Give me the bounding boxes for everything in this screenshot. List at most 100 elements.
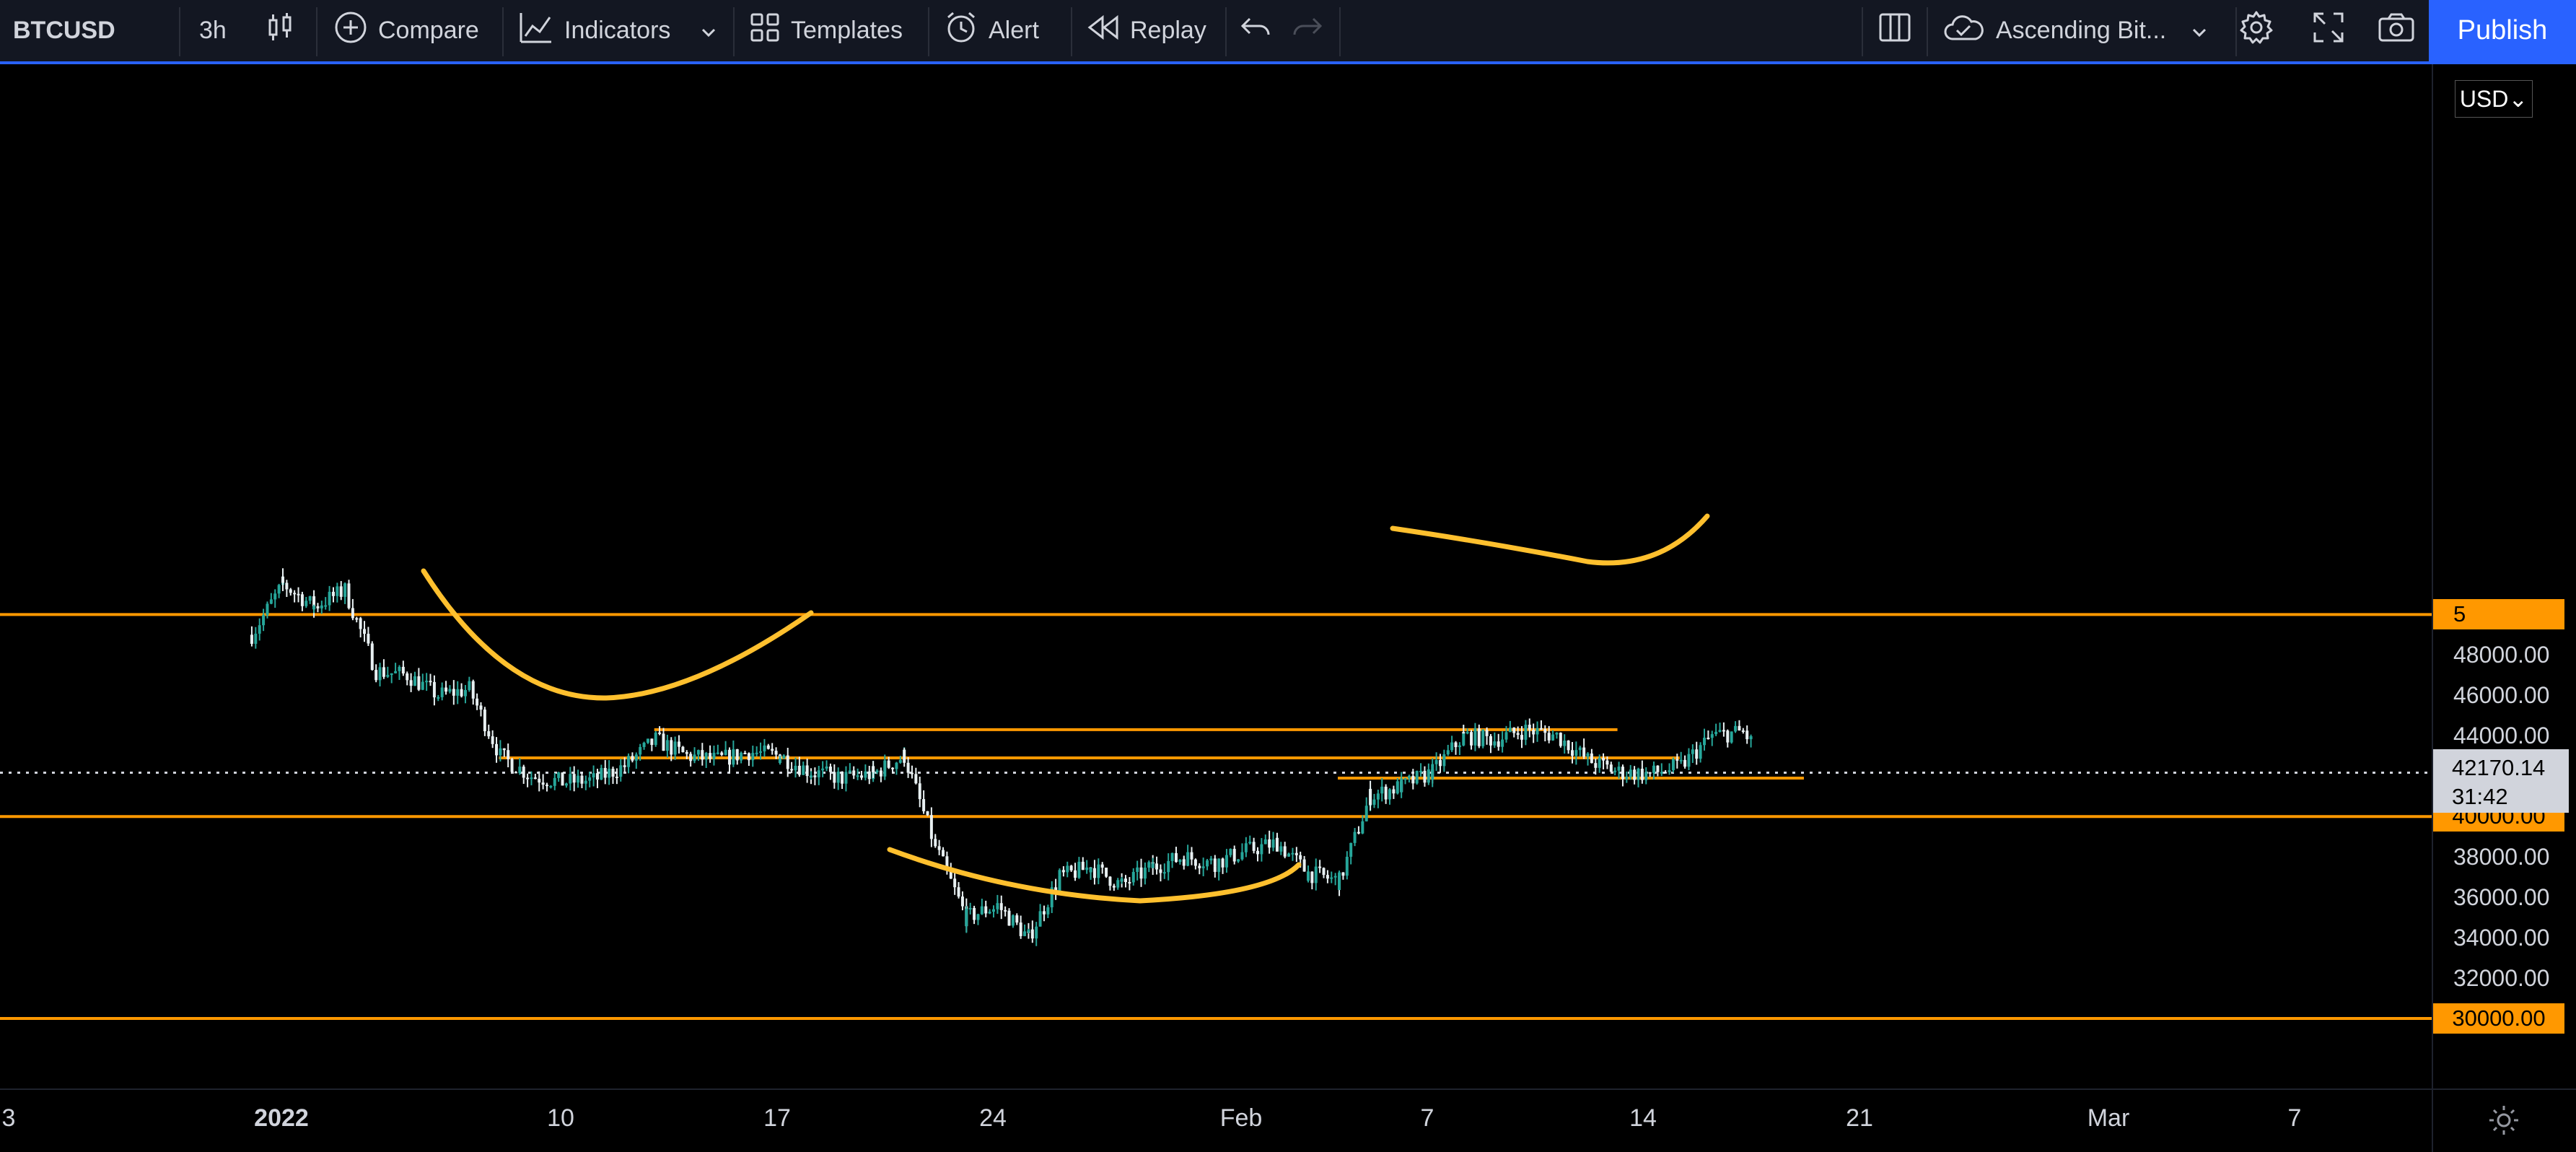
candle-body (1190, 852, 1193, 860)
candle-body (561, 772, 564, 786)
candle-body (1726, 730, 1730, 743)
candle-body (926, 811, 929, 816)
layout-dropdown[interactable] (2191, 0, 2208, 61)
candle-body (658, 732, 662, 734)
candle-body (1741, 730, 1745, 733)
candle-body (1322, 868, 1326, 876)
candle-body (735, 749, 739, 761)
publish-button[interactable]: Publish (2429, 0, 2576, 61)
redo-icon (1292, 14, 1323, 47)
indicators-dropdown[interactable] (700, 0, 717, 61)
candle-body (1206, 860, 1209, 867)
candle-body (1497, 741, 1500, 747)
time-tick-label: 24 (979, 1104, 1007, 1132)
candle-body (891, 767, 895, 769)
candle-body (1442, 754, 1446, 767)
candle-body (1260, 844, 1263, 855)
candle-body (681, 746, 685, 753)
toolbar-divider (733, 7, 735, 56)
candle-body (1058, 875, 1061, 891)
screenshot-button[interactable] (2377, 0, 2416, 61)
indicators-button[interactable]: Indicators (518, 0, 670, 61)
candle-body (1326, 875, 1329, 879)
candle-body (856, 775, 859, 777)
candle-body (1112, 886, 1116, 888)
redo-button[interactable] (1292, 0, 1323, 61)
axis-settings-button[interactable] (2488, 1104, 2520, 1136)
candle-body (914, 774, 918, 784)
currency-label: USD (2459, 85, 2509, 112)
candle-body (300, 594, 304, 606)
candle-body (1675, 759, 1679, 761)
candle-body (1314, 866, 1318, 883)
candle-body (1621, 767, 1624, 780)
candle-body (1232, 849, 1236, 862)
candle-body (1403, 778, 1407, 780)
symbol-search-button[interactable]: BTCUSD (13, 0, 115, 61)
candle-body (549, 785, 553, 787)
candle-body (1306, 871, 1310, 881)
chart-canvas[interactable] (0, 64, 2576, 1152)
candle-body (406, 673, 409, 681)
candle-body (538, 778, 541, 783)
candle-body (867, 771, 871, 780)
candle-body (440, 687, 444, 697)
candle-body (696, 750, 700, 755)
candle-body (794, 765, 797, 771)
candle-body (1574, 750, 1578, 756)
candle-body (413, 676, 417, 686)
candle-body (1054, 887, 1058, 891)
candle-body (277, 585, 281, 594)
undo-button[interactable] (1240, 0, 1271, 61)
fullscreen-icon (2312, 11, 2345, 51)
interval-button[interactable]: 3h (199, 0, 227, 61)
candle-body (727, 749, 731, 765)
candle-body (619, 765, 623, 777)
chart-type-button[interactable] (266, 0, 294, 61)
alert-button[interactable]: Alert (944, 0, 1039, 61)
save-layout-button[interactable]: Ascending Bit... (1942, 0, 2166, 61)
candle-body (1656, 765, 1660, 772)
candle-body (1081, 861, 1085, 870)
candle-body (254, 633, 258, 644)
candle-body (546, 785, 549, 787)
candle-body (359, 618, 362, 629)
candle-body (1473, 728, 1477, 746)
candle-body (1318, 866, 1322, 868)
candle-body (1085, 867, 1089, 870)
candle-body (1702, 738, 1706, 746)
candle-body (996, 903, 999, 906)
candle-body (786, 755, 789, 769)
chart-pane[interactable] (0, 64, 2576, 1152)
candle-body (1489, 736, 1492, 746)
candle-body (957, 887, 960, 897)
candle-body (1097, 864, 1100, 878)
candle-body (976, 914, 980, 920)
candle-body (1485, 730, 1489, 736)
candle-body (1493, 741, 1497, 746)
templates-button[interactable]: Templates (749, 0, 903, 61)
candle-body (564, 783, 568, 786)
candle-body (297, 593, 300, 595)
compare-button[interactable]: Compare (333, 0, 479, 61)
candle-body (495, 743, 499, 756)
candle-body (1734, 725, 1738, 732)
candle-body (293, 593, 297, 595)
candle-body (258, 625, 261, 634)
price-axis-border (2432, 64, 2433, 1152)
candle-body (918, 783, 921, 800)
candle-body (588, 777, 592, 781)
candle-body (1225, 855, 1228, 868)
compare-label: Compare (378, 17, 479, 44)
time-axis-border (0, 1088, 2576, 1090)
settings-button[interactable] (2238, 0, 2274, 61)
candle-body (1193, 859, 1197, 866)
fullscreen-button[interactable] (2312, 0, 2345, 61)
candle-body (432, 681, 436, 698)
currency-selector[interactable]: USD ⌄ (2455, 80, 2533, 118)
layout-button[interactable] (1878, 0, 1912, 61)
replay-button[interactable]: Replay (1087, 0, 1206, 61)
candle-body (1609, 764, 1613, 772)
toolbar-divider (1071, 7, 1072, 56)
candle-body (1648, 772, 1652, 774)
